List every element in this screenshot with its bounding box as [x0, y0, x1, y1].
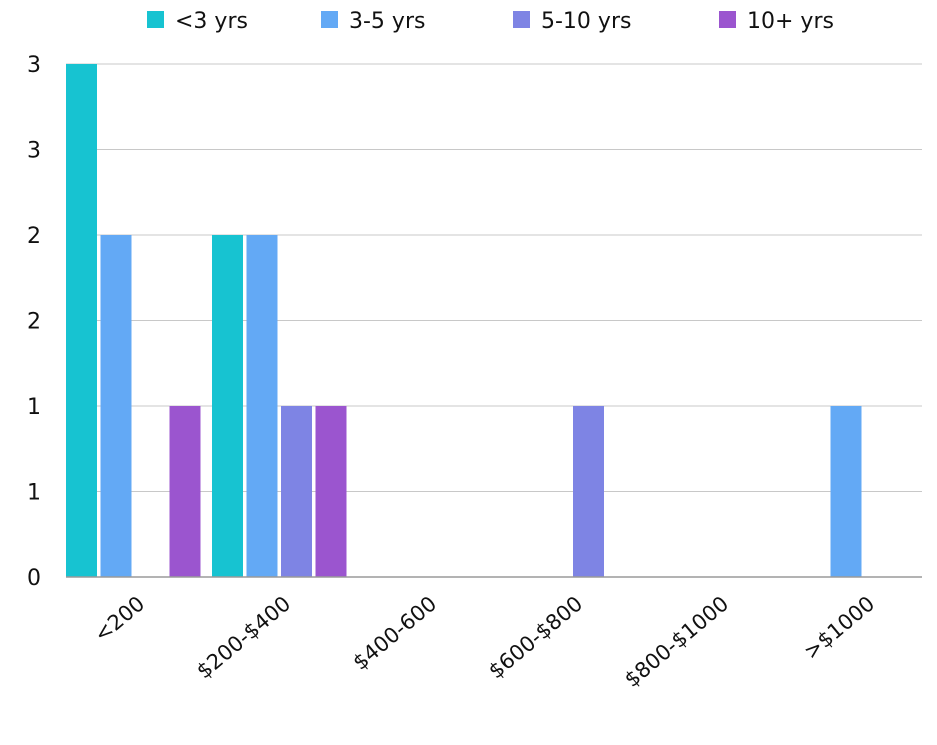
bar-3-yrs-200-400 [212, 235, 243, 577]
y-tick-label: 3 [27, 139, 41, 164]
x-tick-label-400-600: $400-600 [348, 591, 441, 674]
bar-10-yrs-200-400 [315, 406, 347, 577]
legend-label-10-yrs: 10+ yrs [747, 9, 834, 34]
x-tick-label-800-1000: $800-$1000 [620, 591, 733, 692]
bar-3-5-yrs-1000 [830, 406, 862, 577]
y-tick-label: 3 [27, 53, 41, 78]
x-axis-ticks: <200 $200-$400 $400-600 $600-$800 $800-$1000… [90, 591, 880, 692]
bar-5-10-yrs-200-400 [281, 406, 312, 577]
y-tick-label: 1 [27, 395, 41, 420]
y-tick-label: 2 [27, 310, 41, 335]
legend-swatch-10-yrs [719, 11, 736, 28]
y-tick-label: 2 [27, 224, 41, 249]
bar-3-yrs-200 [66, 64, 97, 577]
bar-5-10-yrs-600-800 [573, 406, 604, 577]
legend: <3 yrs 3-5 yrs 5-10 yrs 10+ yrs [147, 9, 834, 34]
bars [66, 64, 862, 577]
x-tick-label-600-800: $600-$800 [484, 591, 587, 683]
x-tick-label-200-400: $200-$400 [192, 591, 295, 683]
y-tick-label: 1 [27, 481, 41, 506]
bar-3-5-yrs-200-400 [246, 235, 278, 577]
legend-label-5-10-yrs: 5-10 yrs [541, 9, 631, 34]
bar-10-yrs-200 [169, 406, 201, 577]
gridlines [66, 63, 922, 492]
x-tick-label-200: <200 [90, 591, 150, 646]
legend-label-3-yrs: <3 yrs [175, 9, 248, 34]
bar-3-5-yrs-200 [100, 235, 132, 577]
legend-swatch-3-5-yrs [321, 11, 338, 28]
legend-swatch-3-yrs [147, 11, 164, 28]
x-tick-label-1000: >$1000 [799, 591, 879, 664]
legend-label-3-5-yrs: 3-5 yrs [349, 9, 425, 34]
y-tick-label: 0 [27, 566, 41, 591]
legend-swatch-5-10-yrs [513, 11, 530, 28]
y-axis-ticks: 0 1 1 2 2 3 3 [27, 53, 41, 591]
